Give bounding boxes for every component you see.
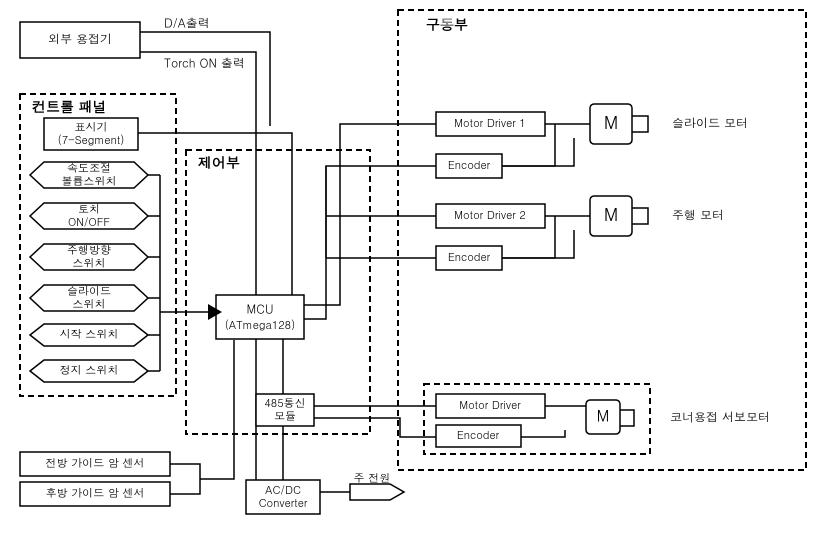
power-arrow: 주 전원 [350, 471, 404, 500]
md2-label: Motor Driver 2 [454, 208, 526, 223]
wires [138, 32, 648, 494]
enc1-label: Encoder [448, 158, 491, 173]
motor-slide-label: 슬라이드 모터 [672, 115, 748, 132]
svg-text:볼륨스위치: 볼륨스위치 [62, 174, 117, 189]
group-controller-title: 제어부 [197, 152, 240, 172]
torch-out-label: Torch ON 출력 [164, 55, 245, 72]
block-stop-sw: 정지 스위치 [30, 360, 148, 382]
seg-l2: (7-Segment) [58, 133, 125, 148]
block-start-sw: 시작 스위치 [30, 324, 148, 346]
group-drive-title: 구동부 [426, 14, 468, 34]
svg-text:스위치: 스위치 [73, 297, 106, 312]
block-speed-sw: 속도조절 볼륨스위치 [30, 161, 148, 189]
svg-text:주 전원: 주 전원 [354, 471, 391, 486]
rs485-l2: 모듈 [274, 409, 296, 424]
acdc-l2: Converter [259, 496, 308, 511]
mcu-l1: MCU [246, 301, 273, 318]
md3-label: Motor Driver [459, 398, 521, 413]
group-control-panel-title: 컨트롤 패널 [31, 96, 107, 116]
m1-letter: M [604, 110, 619, 135]
da-out-label: D/A출력 [164, 15, 210, 32]
block-slide-sw: 슬라이드 스위치 [30, 284, 148, 312]
rear-guide-label: 후방 가이드 암 센서 [45, 486, 144, 501]
svg-text:ON/OFF: ON/OFF [68, 215, 110, 230]
enc3-label: Encoder [457, 428, 500, 443]
motor-drive-label: 주행 모터 [672, 207, 724, 224]
md1-label: Motor Driver 1 [454, 116, 526, 131]
front-guide-label: 전방 가이드 암 센서 [45, 456, 144, 471]
group-controller [186, 150, 370, 434]
block-dir-sw: 주행방향 스위치 [30, 243, 148, 271]
svg-text:시작 스위치: 시작 스위치 [60, 327, 119, 342]
svg-text:정지 스위치: 정지 스위치 [60, 363, 119, 378]
m3-letter: M [597, 404, 610, 427]
enc2-label: Encoder [448, 250, 491, 265]
mcu-l2: (ATmega128) [225, 318, 295, 333]
motor-servo-label: 코너용접 서보모터 [670, 409, 770, 426]
svg-text:스위치: 스위치 [73, 256, 106, 271]
m2-letter: M [604, 202, 619, 227]
block-torch-sw: 토치 ON/OFF [30, 202, 148, 230]
welder-label: 외부 용접기 [48, 31, 112, 48]
